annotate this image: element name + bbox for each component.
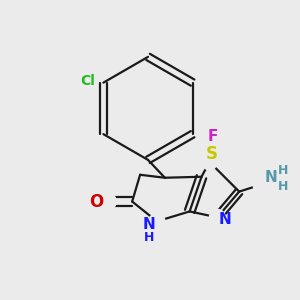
Text: O: O (89, 193, 103, 211)
Circle shape (209, 209, 225, 225)
Text: N: N (142, 217, 155, 232)
Text: H: H (278, 164, 288, 177)
Text: Cl: Cl (80, 74, 95, 88)
Circle shape (202, 154, 218, 170)
Circle shape (253, 177, 269, 193)
Text: F: F (207, 129, 218, 144)
Text: N: N (265, 170, 277, 185)
Text: H: H (278, 180, 288, 193)
Text: S: S (206, 145, 218, 163)
Circle shape (149, 213, 165, 229)
Circle shape (100, 194, 116, 209)
Text: H: H (144, 231, 154, 244)
Text: N: N (219, 212, 232, 227)
